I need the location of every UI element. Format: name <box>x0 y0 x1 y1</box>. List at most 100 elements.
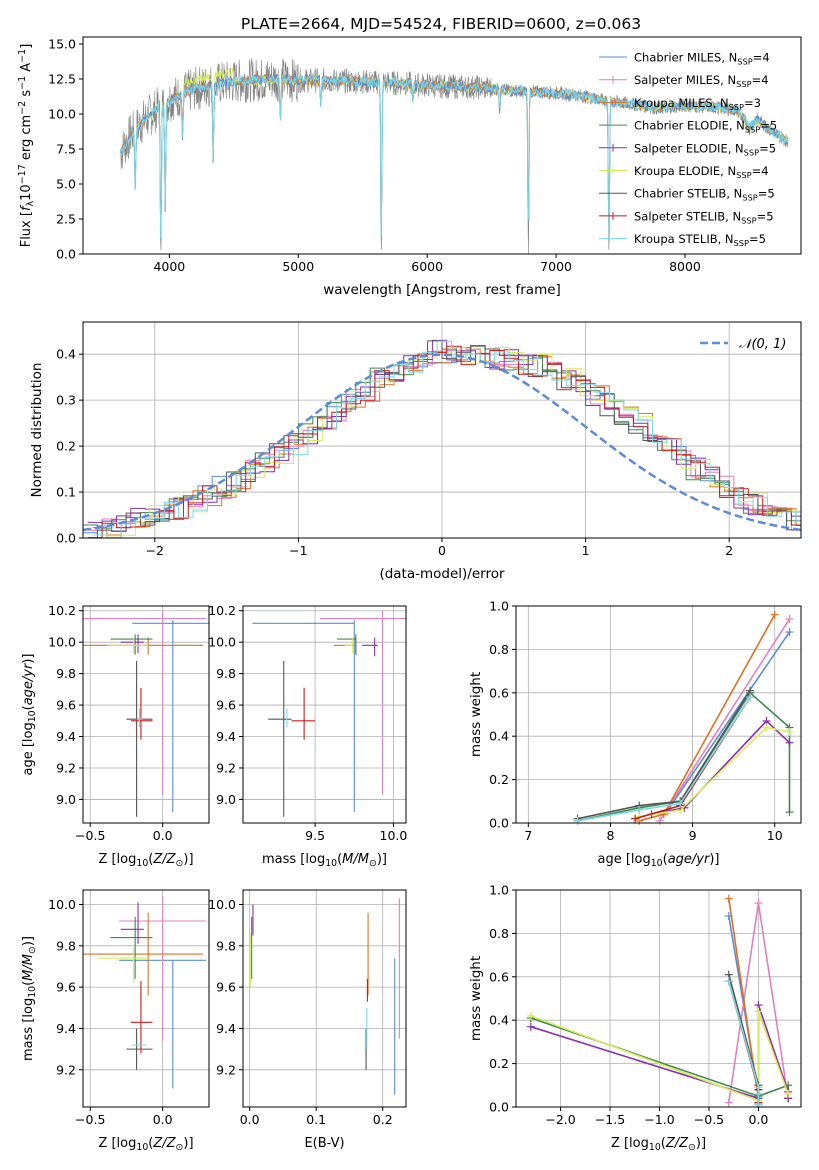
mass_vs_Z-ylabel: mass [log10(M/M⊙)] <box>21 936 38 1061</box>
label-subscript: SSP <box>736 170 751 180</box>
y-tick-label: 0.2 <box>489 1056 509 1071</box>
label-text: Salpeter STELIB, N <box>634 209 741 223</box>
y-tick-label: 0.2 <box>56 439 76 454</box>
weight_vs_age-ylabel: mass weight <box>468 672 484 757</box>
axes-frame <box>515 605 802 824</box>
label-text: =3 <box>744 96 761 110</box>
y-tick-label: 9.0 <box>56 792 76 807</box>
weight-series-line <box>659 618 791 822</box>
label-subscript: SSP <box>744 147 759 157</box>
label-part: mass [log <box>262 852 325 867</box>
label-part: )] <box>183 1136 193 1151</box>
y-tick-label: 9.8 <box>56 938 76 953</box>
y-tick-label: 9.2 <box>216 760 236 775</box>
label-subscript: SSP <box>734 238 749 248</box>
y-tick-label: 15.0 <box>48 37 76 52</box>
histogram-series <box>83 340 801 538</box>
label-part: erg cm <box>19 115 34 164</box>
label-part: Z/Z <box>152 1136 176 1151</box>
age_vs_mass-chart: 9.5 10.0 9.0 9.2 9.4 9.6 9.8 10.0 10.2 mass [log1… <box>208 603 407 869</box>
spectrum-ylabel: Flux [fλ10−17 erg cm−2 s−1 A−1] <box>17 44 36 248</box>
label-part: Z [log <box>98 852 136 867</box>
age_vs_mass-xlabel: mass [log10(M/M⊙)] <box>262 852 387 869</box>
label-text: =5 <box>760 119 777 133</box>
label-part: 10 <box>651 858 663 869</box>
axes-frame <box>82 605 210 824</box>
label-part: )] <box>21 936 36 946</box>
label-part: 10 <box>27 710 38 722</box>
y-tick-label: 1.0 <box>489 883 509 898</box>
histogram-series <box>92 347 801 538</box>
x-tick-label: 9.5 <box>305 828 325 843</box>
label-part: )] <box>696 1136 706 1151</box>
y-tick-label: 9.6 <box>56 698 76 713</box>
mass_vs_ebv-xlabel: E(B-V) <box>304 1136 344 1151</box>
label-part: f <box>19 204 34 211</box>
y-tick-label: 7.5 <box>56 142 76 157</box>
x-tick-label: −1.5 <box>595 1112 625 1127</box>
y-tick-label: 0.4 <box>489 729 509 744</box>
x-tick-label: 1 <box>582 543 590 558</box>
y-tick-label: 9.4 <box>56 1021 76 1036</box>
y-tick-label: 0.6 <box>489 969 509 984</box>
y-tick-label: 1.0 <box>489 599 509 614</box>
x-tick-label: 0.2 <box>373 1112 393 1127</box>
residuals-xlabel: (data-model)/error <box>379 566 505 582</box>
x-tick-label: 0.0 <box>153 1112 173 1127</box>
label-part: 10 <box>27 986 38 998</box>
y-tick-label: 9.4 <box>216 729 236 744</box>
axes-frame <box>242 889 407 1108</box>
label-text: =4 <box>753 51 770 65</box>
y-tick-label: 9.8 <box>216 666 236 681</box>
label-part: Z [log <box>611 1136 649 1151</box>
x-tick-label: 0.1 <box>306 1112 326 1127</box>
label-part: ( <box>337 852 342 867</box>
x-tick-label: −0.5 <box>694 1112 724 1127</box>
legend-label: Salpeter MILES, NSSP=4 <box>634 73 769 89</box>
legend-label: Chabrier STELIB, NSSP=5 <box>634 187 775 203</box>
y-tick-label: 0.0 <box>489 1100 509 1115</box>
label-subscript: SSP <box>736 79 751 89</box>
weight_vs_Z-ylabel: mass weight <box>468 956 484 1041</box>
x-tick-label: 7 <box>524 828 532 843</box>
label-part: 10 <box>136 858 148 869</box>
label-part: −2 <box>17 101 28 115</box>
x-tick-label: 9 <box>689 828 697 843</box>
axes-frame <box>82 36 802 255</box>
x-tick-label: 10.0 <box>380 828 408 843</box>
y-tick-label: 9.6 <box>56 980 76 995</box>
label-part: mass [log <box>21 998 36 1061</box>
spectrum-model-line <box>119 74 789 239</box>
y-tick-label: 10.2 <box>208 603 236 618</box>
label-part: 10 <box>19 184 34 201</box>
age_vs_Z-ylabel: age [log10(age/yr)] <box>21 653 38 775</box>
label-part: age/yr <box>668 852 711 867</box>
x-tick-label: 7000 <box>540 259 572 274</box>
label-part: 10 <box>649 1142 661 1153</box>
label-text: =4 <box>752 164 769 178</box>
label-text: Kroupa ELODIE, N <box>634 164 736 178</box>
histogram-series <box>83 345 801 530</box>
x-tick-label: 0.0 <box>240 1112 260 1127</box>
y-tick-label: 5.0 <box>56 177 76 192</box>
y-tick-label: 9.8 <box>216 938 236 953</box>
label-part: s <box>19 90 34 101</box>
mass_vs_Z-chart: −0.5 0.09.29.49.69.810.0Z [log10(Z/Z⊙)]ma… <box>21 889 210 1153</box>
label-part: ( <box>663 852 668 867</box>
legend-label: Kroupa STELIB, NSSP=5 <box>634 232 766 248</box>
x-tick-label: −1.0 <box>644 1112 674 1127</box>
label-text: Chabrier STELIB, N <box>634 187 742 201</box>
label-text: Chabrier MILES, N <box>634 51 737 65</box>
label-part: M/M <box>21 954 36 981</box>
label-part: )] <box>183 852 193 867</box>
y-tick-label: 0.0 <box>56 247 76 262</box>
x-tick-label: 8000 <box>669 259 701 274</box>
y-tick-label: 0.2 <box>489 772 509 787</box>
x-tick-label: −2 <box>146 543 164 558</box>
y-tick-label: 10.0 <box>48 107 76 122</box>
label-part: 10 <box>136 1142 148 1153</box>
axes-frame <box>242 605 407 824</box>
label-part: Z/Z <box>665 1136 689 1151</box>
x-tick-label: 8 <box>606 828 614 843</box>
